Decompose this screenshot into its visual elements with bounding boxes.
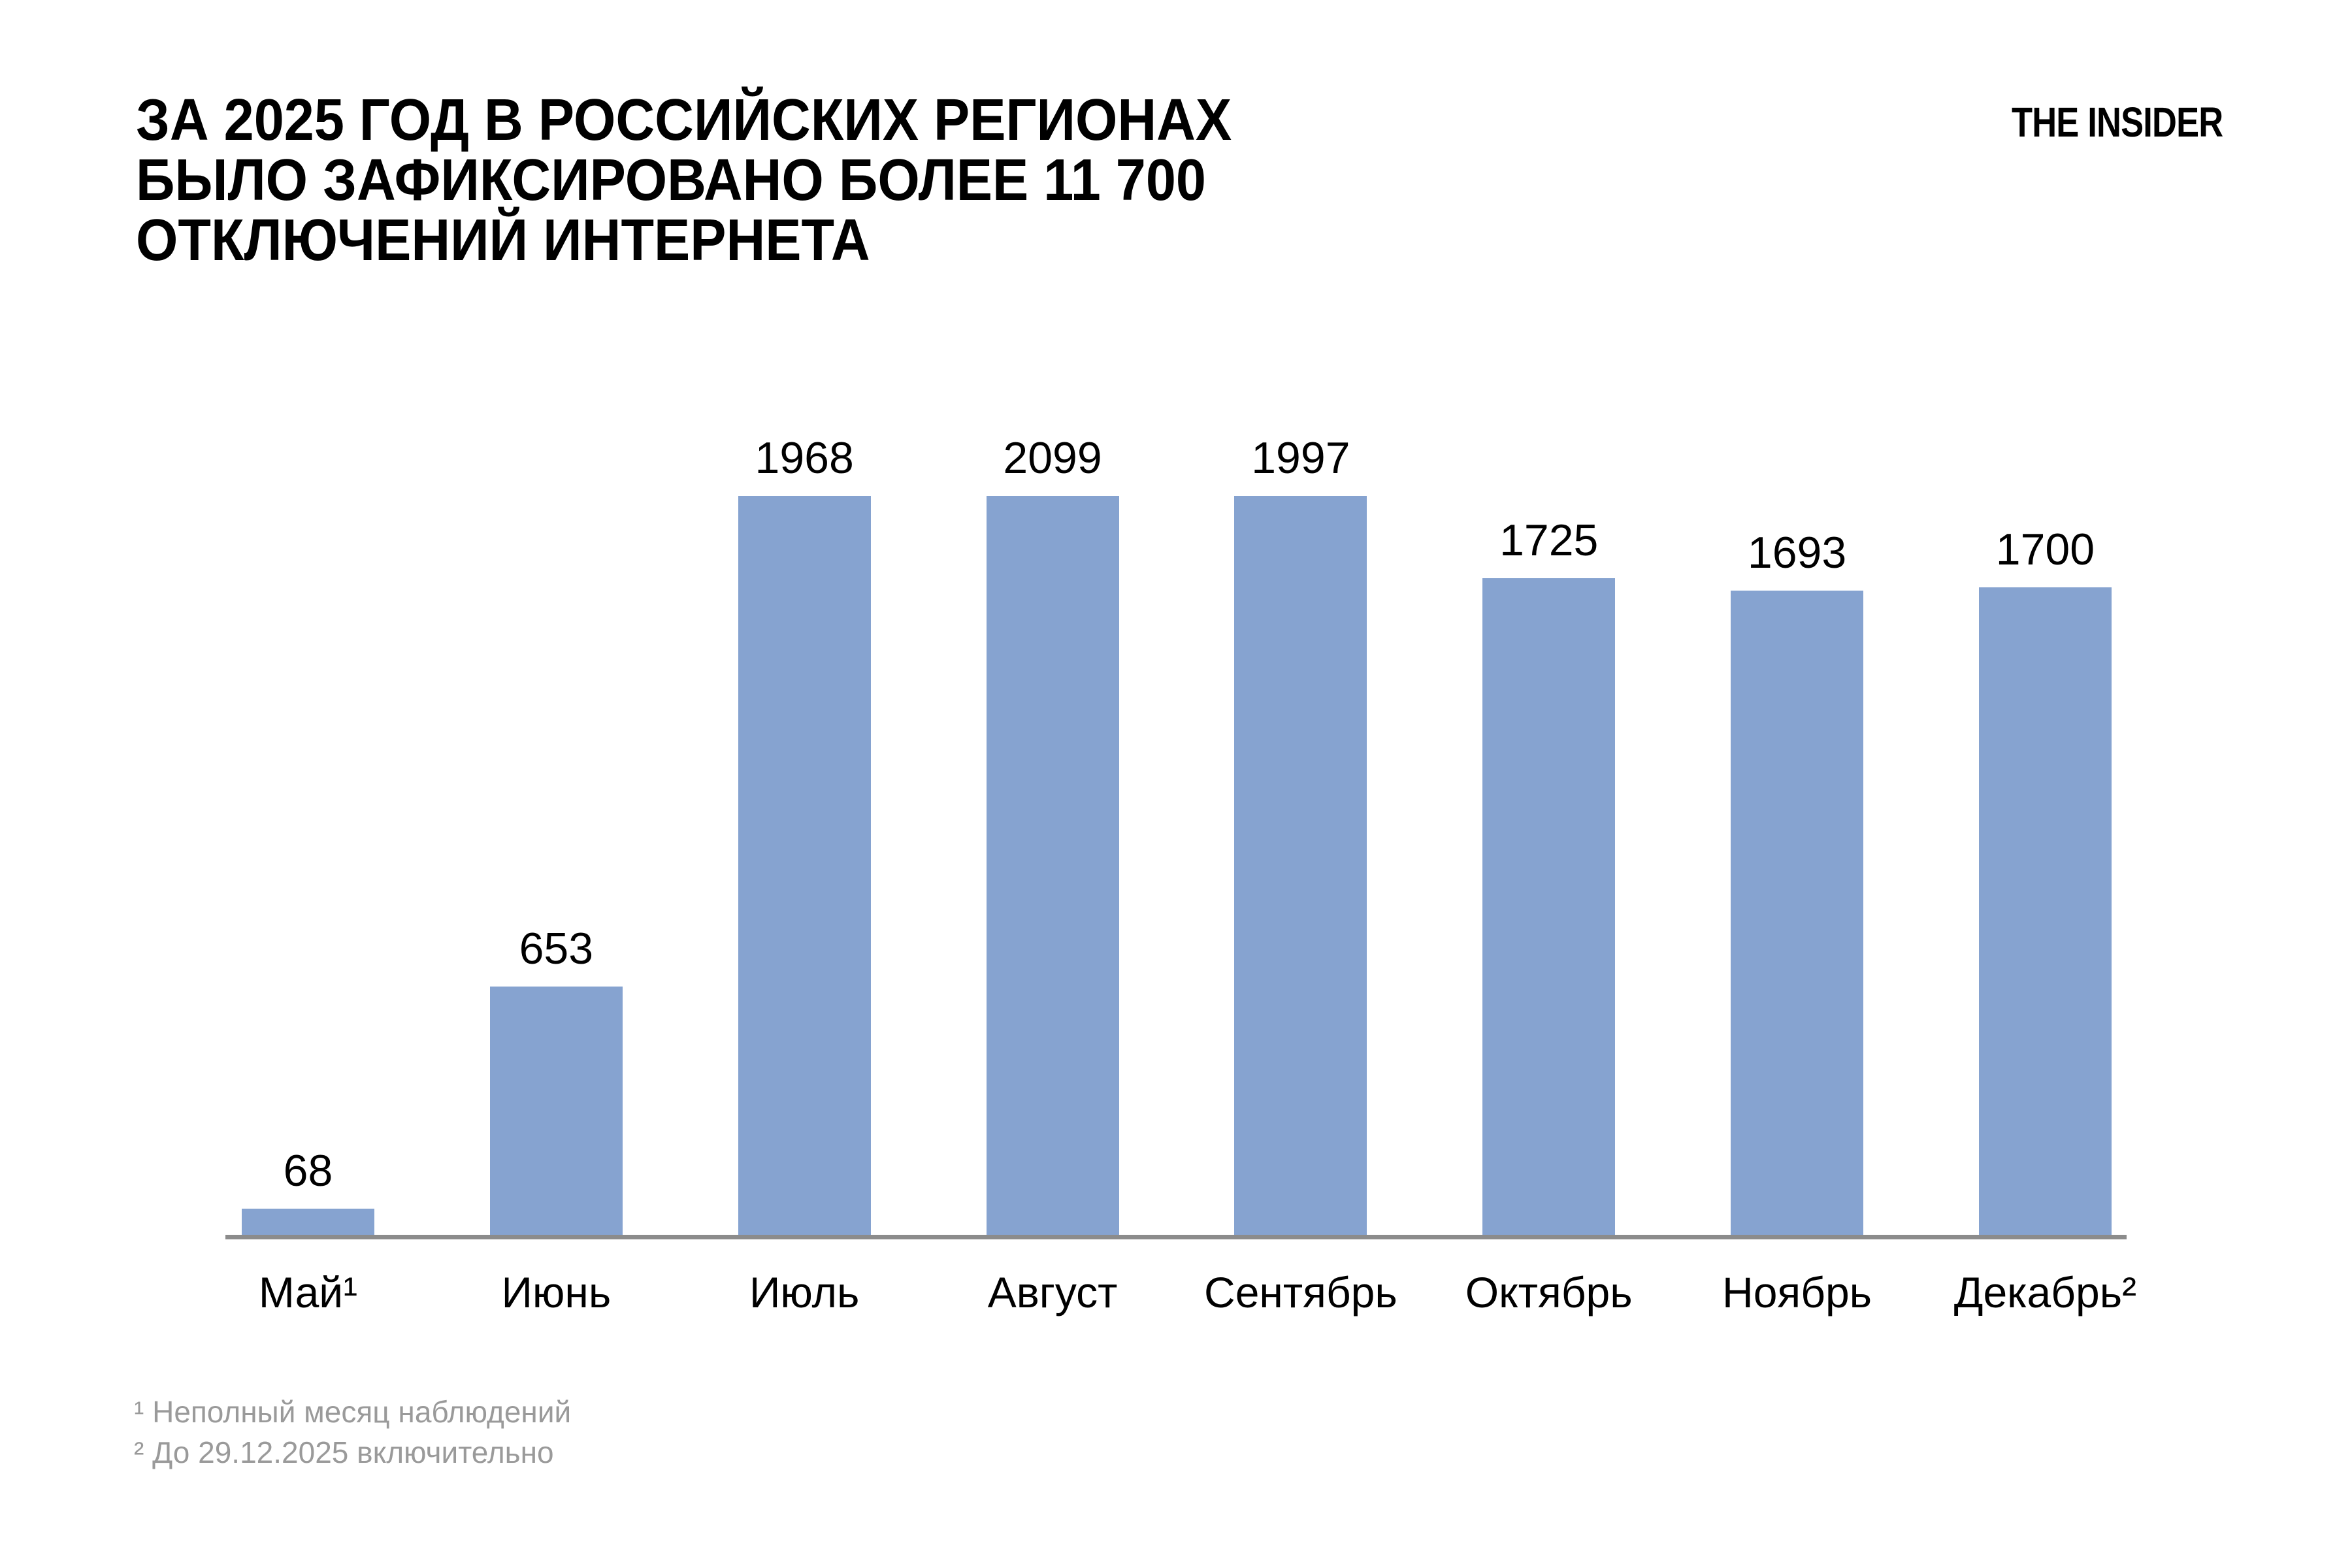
the-insider-logo: THE INSIDER <box>2011 99 2223 146</box>
bar-column: 1700 Декабрь² <box>1954 436 2136 1314</box>
x-axis-label: Октябрь <box>1465 1268 1633 1316</box>
bar-value-label: 653 <box>519 923 594 973</box>
bar <box>489 986 623 1235</box>
title-line-1: ЗА 2025 ГОД В РОССИЙСКИХ РЕГИОНАХ <box>136 88 1232 153</box>
bar-value-label: 1968 <box>755 433 854 483</box>
x-axis-line <box>225 1235 2127 1239</box>
footnote-2: ² До 29.12.2025 включительно <box>134 1435 554 1469</box>
x-axis-label: Август <box>987 1268 1118 1316</box>
bar <box>242 1209 374 1235</box>
bar-value-label: 1725 <box>1499 515 1599 565</box>
bar-column: 653 Июнь <box>489 436 623 1314</box>
chart-title: ЗА 2025 ГОД В РОССИЙСКИХ РЕГИОНАХ БЫЛО З… <box>136 90 1232 270</box>
bar <box>986 496 1119 1235</box>
bar-column: 2099 Август <box>986 433 1119 1314</box>
bar-column: 68 Май¹ <box>242 436 374 1314</box>
bar-value-label: 1700 <box>1995 525 2095 575</box>
bar-column: 1968 Июль <box>738 433 871 1314</box>
bar-value-label: 2099 <box>1003 433 1102 483</box>
x-axis-label: Ноябрь <box>1722 1268 1872 1316</box>
x-axis-label: Май¹ <box>258 1268 358 1316</box>
bar-column: 1725 Октябрь <box>1465 436 1633 1314</box>
bar <box>1978 587 2112 1235</box>
bar <box>1482 578 1616 1235</box>
footnote-1: ¹ Неполный месяц наблюдений <box>134 1395 572 1429</box>
bar-value-label: 68 <box>283 1146 333 1196</box>
bar-value-label: 1693 <box>1747 527 1847 578</box>
title-line-3: ОТКЛЮЧЕНИЙ ИНТЕРНЕТА <box>136 208 870 273</box>
x-axis-label: Июнь <box>501 1268 612 1316</box>
bar-column: 1693 Ноябрь <box>1722 436 1872 1314</box>
x-axis-label: Июль <box>749 1268 860 1316</box>
bar <box>1731 590 1864 1235</box>
title-line-2: БЫЛО ЗАФИКСИРОВАНО БОЛЕЕ 11 700 <box>136 148 1206 213</box>
bar-column: 1997 Сентябрь <box>1204 433 1397 1314</box>
bar <box>1234 496 1367 1235</box>
bars-row: 68 Май¹ 653 Июнь 1968 Июль 2099 Август 1997 Сентя… <box>225 433 2136 1314</box>
footnotes: ¹ Неполный месяц наблюдений ² До 29.12.2… <box>134 1392 571 1473</box>
x-axis-label: Сентябрь <box>1204 1268 1397 1316</box>
x-axis-label: Декабрь² <box>1953 1268 2137 1316</box>
bar-value-label: 1997 <box>1251 433 1350 483</box>
bar <box>738 496 871 1235</box>
